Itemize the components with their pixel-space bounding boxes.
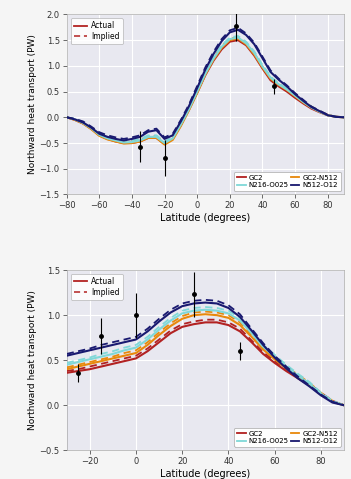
X-axis label: Latitude (degrees): Latitude (degrees) bbox=[160, 469, 251, 479]
Y-axis label: Northward heat transport (PW): Northward heat transport (PW) bbox=[28, 290, 37, 430]
X-axis label: Latitude (degrees): Latitude (degrees) bbox=[160, 213, 251, 223]
Y-axis label: Northward heat transport (PW): Northward heat transport (PW) bbox=[28, 34, 37, 174]
Legend: GC2, N216-O025, GC2-N512, N512-O12: GC2, N216-O025, GC2-N512, N512-O12 bbox=[234, 172, 340, 191]
Legend: GC2, N216-O025, GC2-N512, N512-O12: GC2, N216-O025, GC2-N512, N512-O12 bbox=[234, 428, 340, 447]
